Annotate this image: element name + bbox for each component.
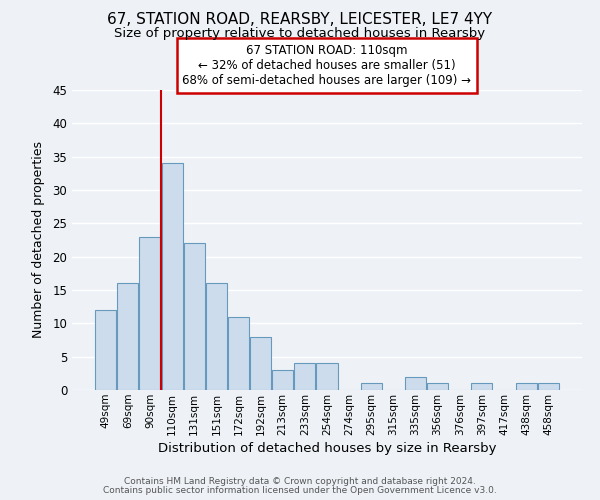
Y-axis label: Number of detached properties: Number of detached properties [32, 142, 46, 338]
Bar [405, 376, 426, 390]
Bar [95, 310, 116, 390]
Text: Contains HM Land Registry data © Crown copyright and database right 2024.: Contains HM Land Registry data © Crown c… [124, 477, 476, 486]
Bar [184, 244, 205, 390]
Bar [538, 384, 559, 390]
Bar [250, 336, 271, 390]
Bar [515, 384, 536, 390]
X-axis label: Distribution of detached houses by size in Rearsby: Distribution of detached houses by size … [158, 442, 496, 455]
Bar [272, 370, 293, 390]
Bar [139, 236, 160, 390]
Text: Size of property relative to detached houses in Rearsby: Size of property relative to detached ho… [115, 28, 485, 40]
Bar [161, 164, 182, 390]
Bar [228, 316, 249, 390]
Bar [206, 284, 227, 390]
Bar [316, 364, 338, 390]
Text: 67 STATION ROAD: 110sqm
← 32% of detached houses are smaller (51)
68% of semi-de: 67 STATION ROAD: 110sqm ← 32% of detache… [182, 44, 472, 87]
Text: Contains public sector information licensed under the Open Government Licence v3: Contains public sector information licen… [103, 486, 497, 495]
Text: 67, STATION ROAD, REARSBY, LEICESTER, LE7 4YY: 67, STATION ROAD, REARSBY, LEICESTER, LE… [107, 12, 493, 28]
Bar [295, 364, 316, 390]
Bar [427, 384, 448, 390]
Bar [118, 284, 139, 390]
Bar [472, 384, 493, 390]
Bar [361, 384, 382, 390]
